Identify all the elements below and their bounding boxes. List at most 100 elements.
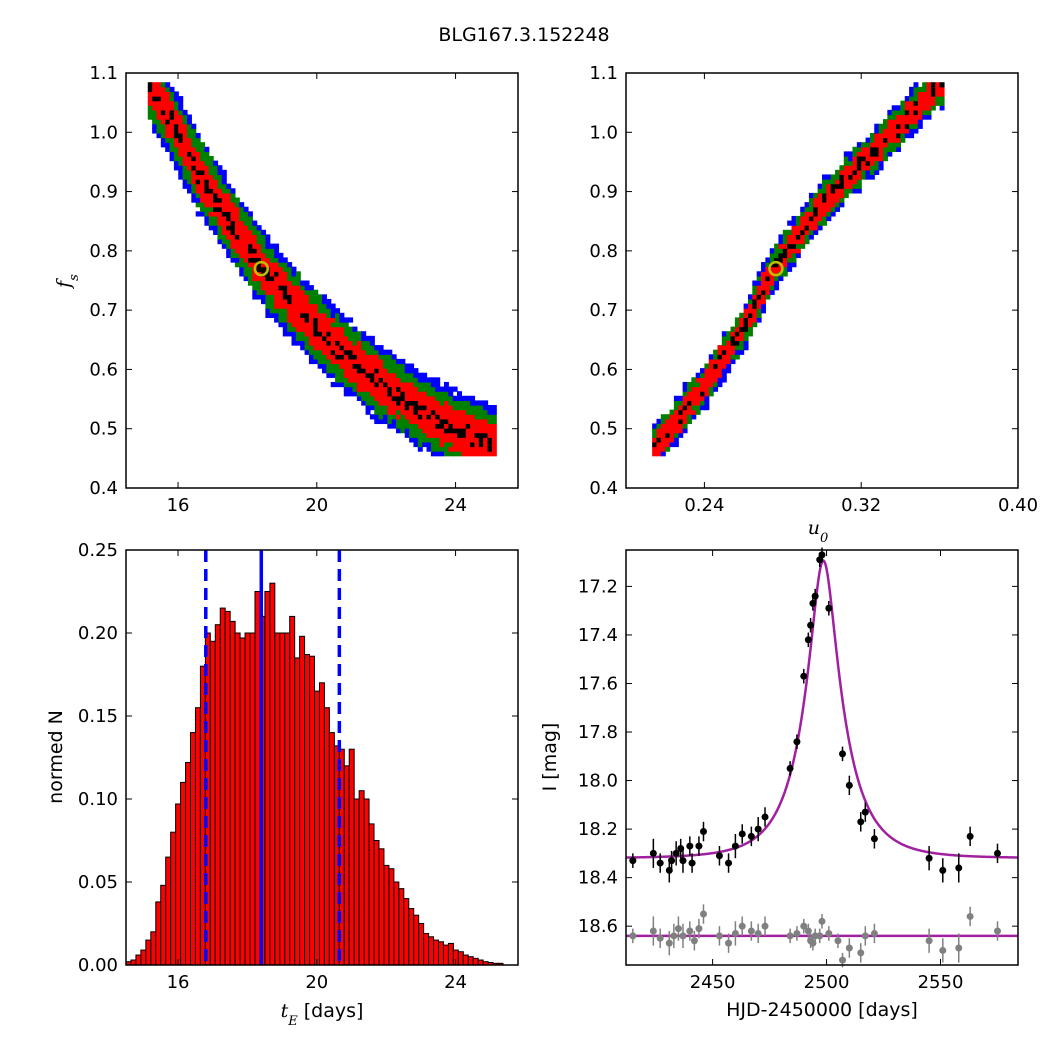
best-cell <box>487 441 493 448</box>
best-cell <box>426 409 432 415</box>
sigma1-cell <box>169 132 175 139</box>
sigma2-cell <box>843 192 849 199</box>
sigma2-cell <box>695 405 701 411</box>
best-cell <box>160 100 166 106</box>
sigma1-cell <box>195 156 201 162</box>
sigma1-cell <box>278 294 284 300</box>
sigma1-cell <box>191 146 197 152</box>
sigma2-cell <box>913 96 919 102</box>
sigma2-cell <box>213 220 219 226</box>
sigma1-cell <box>356 349 362 355</box>
sigma2-cell <box>374 400 380 406</box>
sigma3-cell <box>874 128 880 134</box>
sigma1-cell <box>448 432 454 438</box>
sigma2-cell <box>322 354 327 360</box>
sigma3-cell <box>178 96 184 102</box>
best-cell <box>869 146 875 152</box>
histogram-bar <box>388 868 395 966</box>
sigma3-cell <box>926 114 932 120</box>
sigma1-cell <box>691 409 697 415</box>
sigma2-cell <box>322 358 327 365</box>
best-cell <box>382 377 388 383</box>
best-cell <box>169 109 175 116</box>
sigma1-cell <box>430 428 436 434</box>
sigma1-cell <box>352 345 358 351</box>
sigma3-cell <box>726 368 732 374</box>
sigma1-cell <box>409 391 415 397</box>
best-cell <box>804 220 810 226</box>
sigma1-cell <box>730 345 736 351</box>
sigma1-cell <box>274 298 280 305</box>
sigma3-cell <box>252 220 258 226</box>
sigma2-cell <box>457 405 462 411</box>
sigma2-cell <box>409 372 415 378</box>
sigma1-cell <box>909 105 915 111</box>
sigma2-cell <box>734 345 740 351</box>
sigma2-cell <box>487 418 493 425</box>
sigma1-cell <box>295 289 301 295</box>
sigma1-cell <box>483 446 489 452</box>
best-cell <box>700 386 705 392</box>
sigma3-cell <box>269 243 275 249</box>
sigma3-cell <box>904 96 910 102</box>
best-cell <box>835 183 841 189</box>
sigma2-cell <box>682 391 688 397</box>
best-cell <box>904 114 910 120</box>
sigma2-cell <box>387 363 393 369</box>
sigma3-cell <box>765 257 771 263</box>
best-cell <box>734 331 740 337</box>
sigma1-cell <box>230 206 236 212</box>
sigma2-cell <box>239 215 245 222</box>
best-cell <box>935 86 941 93</box>
sigma2-cell <box>756 312 762 318</box>
sigma1-cell <box>686 409 692 415</box>
y-tick-label: 0.6 <box>589 359 618 380</box>
sigma3-cell <box>756 280 762 286</box>
sigma1-cell <box>217 220 223 226</box>
sigma3-cell <box>217 169 223 176</box>
sigma2-cell <box>382 363 388 369</box>
sigma3-cell <box>335 381 341 388</box>
sigma1-cell <box>361 363 367 369</box>
sigma1-cell <box>726 354 732 360</box>
sigma1-cell <box>147 91 153 97</box>
sigma1-cell <box>787 239 793 245</box>
fs-vs-u0-ticks: 0.24 0.32 0.400.40.50.60.70.80.91.01.1 <box>589 63 1038 516</box>
sigma1-cell <box>691 400 697 406</box>
sigma2-cell <box>208 220 214 226</box>
sigma2-cell <box>382 409 388 415</box>
sigma1-cell <box>343 335 349 342</box>
sigma3-cell <box>156 132 162 139</box>
sigma1-cell <box>904 105 910 111</box>
model-curve <box>626 559 1018 859</box>
histogram-bar <box>185 761 191 966</box>
best-cell <box>752 298 758 305</box>
sigma2-cell <box>378 409 384 415</box>
sigma3-cell <box>761 308 766 314</box>
sigma2-cell <box>413 428 419 434</box>
sigma1-cell <box>409 409 415 415</box>
histogram-bar <box>442 944 449 966</box>
sigma2-cell <box>387 358 393 365</box>
sigma3-cell <box>191 197 197 203</box>
sigma2-cell <box>361 391 367 397</box>
sigma1-cell <box>356 386 362 392</box>
best-cell <box>291 298 297 305</box>
sigma1-cell <box>869 160 875 166</box>
best-cell <box>361 377 367 383</box>
sigma1-cell <box>417 395 423 401</box>
sigma3-cell <box>452 395 458 401</box>
best-cell <box>774 257 780 263</box>
data-point <box>804 636 812 644</box>
sigma1-cell <box>204 165 210 171</box>
sigma1-cell <box>922 105 928 111</box>
best-cell <box>426 418 432 425</box>
sigma2-cell <box>800 243 806 249</box>
sigma2-cell <box>261 248 266 254</box>
sigma1-cell <box>169 100 175 106</box>
best-cell <box>782 252 788 259</box>
sigma1-cell <box>165 128 171 134</box>
sigma1-cell <box>843 165 849 171</box>
sigma1-cell <box>678 428 684 434</box>
sigma2-cell <box>330 368 336 374</box>
